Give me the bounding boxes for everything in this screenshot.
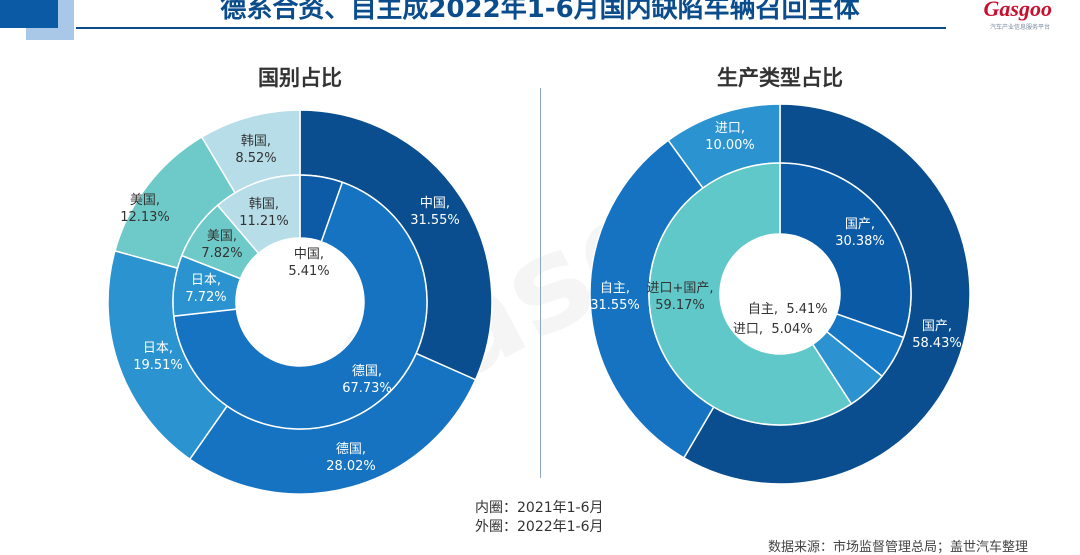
chart1-ring0-label-1: 自主, [748,302,778,317]
legend-inner-ring: 内圈：2021年1-6月 [475,500,604,516]
chart1-ring0-slice-0 [779,162,912,339]
chart0-ring0-slice-4 [216,174,301,255]
chart0-ring1-label-3: 美国, [130,193,160,208]
chart1-ring0-slice-3 [648,162,853,426]
chart0-ring0-value-1: 67.73% [342,381,392,396]
page-title: 德系合资、自主成2022年1-6月国内缺陷车辆召回主体 [220,0,860,24]
chart1-ring1-label-1: 自主, [600,281,630,296]
chart0-ring0-label-3: 美国, [207,229,237,244]
chart-title-country: 国别占比 [258,66,342,90]
chart0-ring1-label-2: 日本, [143,341,173,356]
chart1-ring0-value-3: 59.17% [655,298,705,313]
chart1-ring1-label-2: 进口, [715,121,745,136]
chart0-ring1-label-0: 中国, [420,196,450,211]
corner-decoration-accent [0,0,58,28]
chart0-ring1-value-0: 31.55% [410,213,460,228]
title-rule [76,27,946,29]
chart0-ring1-label-1: 德国, [336,442,366,457]
chart1-ring1-value-2: 10.00% [705,138,755,153]
data-source: 数据来源：市场监督管理总局；盖世汽车整理 [767,540,1028,555]
chart1-ring0-value-2: 5.04% [771,322,812,337]
legend-outer-ring: 外圈：2022年1-6月 [475,519,604,535]
chart0-ring0-label-1: 德国, [352,364,382,379]
chart0-ring0-label-4: 韩国, [249,197,279,212]
chart1-ring0-value-0: 30.38% [835,234,885,249]
chart1-ring0-label-0: 国产, [845,217,875,232]
donut-chart-country: 中国, 31.55% 德国, 28.02% 日本, 19.51% 美国, 12.13% 韩国, 8… [107,109,493,495]
chart1-ring0-value-1: 5.41% [786,302,827,317]
chart1-ring1-label-0: 国产, [922,319,952,334]
chart0-ring0-value-2: 7.72% [185,290,226,305]
chart0-ring0-label-0: 中国, [294,247,324,262]
chart1-ring0-label-2: 进口, [733,322,763,337]
chart1-ring1-value-1: 31.55% [590,298,640,313]
chart0-ring1-value-4: 8.52% [235,151,276,166]
chart0-ring1-value-1: 28.02% [326,459,376,474]
logo-subtitle: 汽车产业信息服务平台 [989,24,1050,31]
chart0-ring0-slice-1 [172,181,428,430]
chart0-ring1-value-3: 12.13% [120,210,170,225]
chart0-ring0-value-3: 7.82% [201,246,242,261]
chart1-ring0-label-3: 进口+国产, [646,281,713,296]
chart0-ring0-label-2: 日本, [191,273,221,288]
donut-chart-production-type: 国产, 58.43% 自主, 31.55% 进口, 10.00% 国产, 30.38% 自主, 5… [589,103,971,485]
chart0-ring0-value-4: 11.21% [239,214,289,229]
chart0-ring1-label-4: 韩国, [241,134,271,149]
gasgoo-logo: Gasgoo [983,0,1052,21]
chart-divider [540,88,541,478]
chart0-ring0-value-0: 5.41% [288,264,329,279]
chart1-ring1-value-0: 58.43% [912,336,962,351]
chart-title-production-type: 生产类型占比 [717,66,843,90]
chart0-ring1-value-2: 19.51% [133,358,183,373]
